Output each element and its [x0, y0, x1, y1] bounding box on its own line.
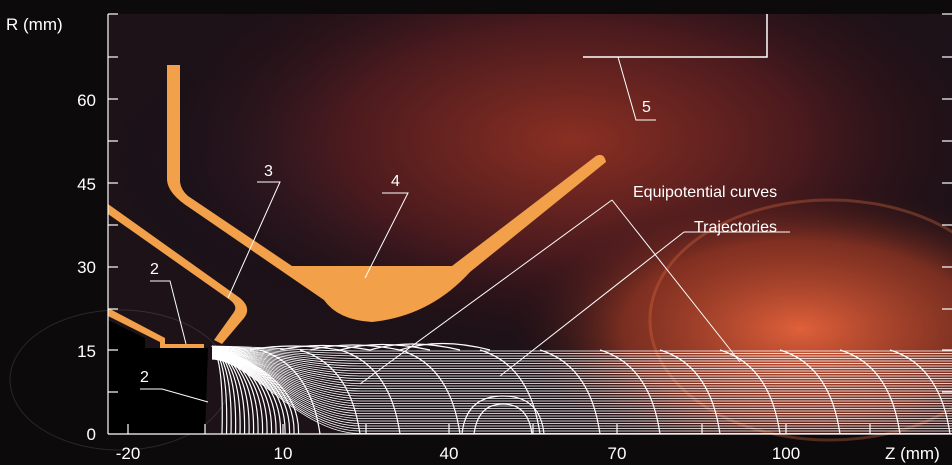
x-tick-100: 100 — [772, 444, 800, 463]
y-tick-30: 30 — [77, 258, 96, 277]
x-tick-70: 70 — [608, 444, 627, 463]
label-part-4: 4 — [391, 173, 400, 190]
y-tick-0: 0 — [87, 425, 96, 444]
y-tick-15: 15 — [77, 342, 96, 361]
equipotential-lines — [211, 342, 951, 434]
leader-lines — [140, 56, 790, 403]
electrodes — [108, 65, 606, 348]
label-equipotential-curves: Equipotential curves — [633, 184, 777, 201]
shield-5 — [583, 14, 768, 58]
y-axis-title: R (mm) — [6, 15, 63, 34]
y-tick-60: 60 — [77, 91, 96, 110]
x-tick-10: 10 — [274, 444, 293, 463]
label-part-2-lower: 2 — [140, 369, 149, 386]
x-tick-neg20: -20 — [116, 444, 141, 463]
axes-frame — [107, 14, 952, 435]
electrode-2-plate — [108, 308, 204, 348]
electrode-4 — [167, 65, 606, 322]
label-part-5: 5 — [642, 99, 651, 116]
electrode-3 — [108, 204, 248, 344]
axis-ticks — [108, 13, 952, 434]
label-trajectories: Trajectories — [694, 219, 777, 236]
label-part-3: 3 — [264, 163, 273, 180]
y-tick-45: 45 — [77, 175, 96, 194]
x-tick-40: 40 — [440, 444, 459, 463]
x-axis-title: Z (mm) — [885, 444, 940, 463]
electrode-2-body — [108, 320, 208, 434]
label-part-2-upper: 2 — [150, 261, 159, 278]
